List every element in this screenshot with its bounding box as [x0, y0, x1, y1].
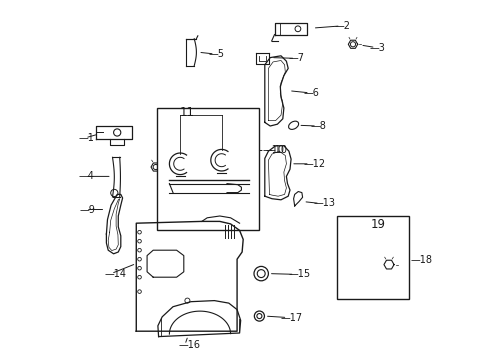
Text: —2: —2 [334, 21, 350, 31]
Text: —12: —12 [303, 159, 325, 169]
Text: —16: —16 [178, 340, 200, 350]
Text: —5: —5 [208, 49, 224, 59]
Text: —1: —1 [79, 133, 95, 143]
Text: —17: —17 [281, 312, 303, 323]
Text: —10: —10 [265, 145, 287, 156]
Bar [337, 216, 409, 299]
Text: —14: —14 [104, 269, 126, 279]
Text: —13: —13 [314, 198, 335, 208]
Bar [157, 108, 259, 230]
Text: —15: —15 [288, 269, 310, 279]
Text: —4: —4 [79, 171, 95, 181]
Text: 19: 19 [371, 219, 386, 231]
Text: —3: —3 [369, 42, 385, 53]
Text: —8: —8 [311, 121, 326, 131]
Text: —7: —7 [289, 53, 305, 63]
Text: —6: —6 [303, 88, 319, 98]
Text: —10: —10 [262, 145, 284, 156]
Text: —18: —18 [411, 255, 433, 265]
Text: —9: —9 [79, 204, 95, 215]
Text: 11: 11 [179, 106, 194, 119]
